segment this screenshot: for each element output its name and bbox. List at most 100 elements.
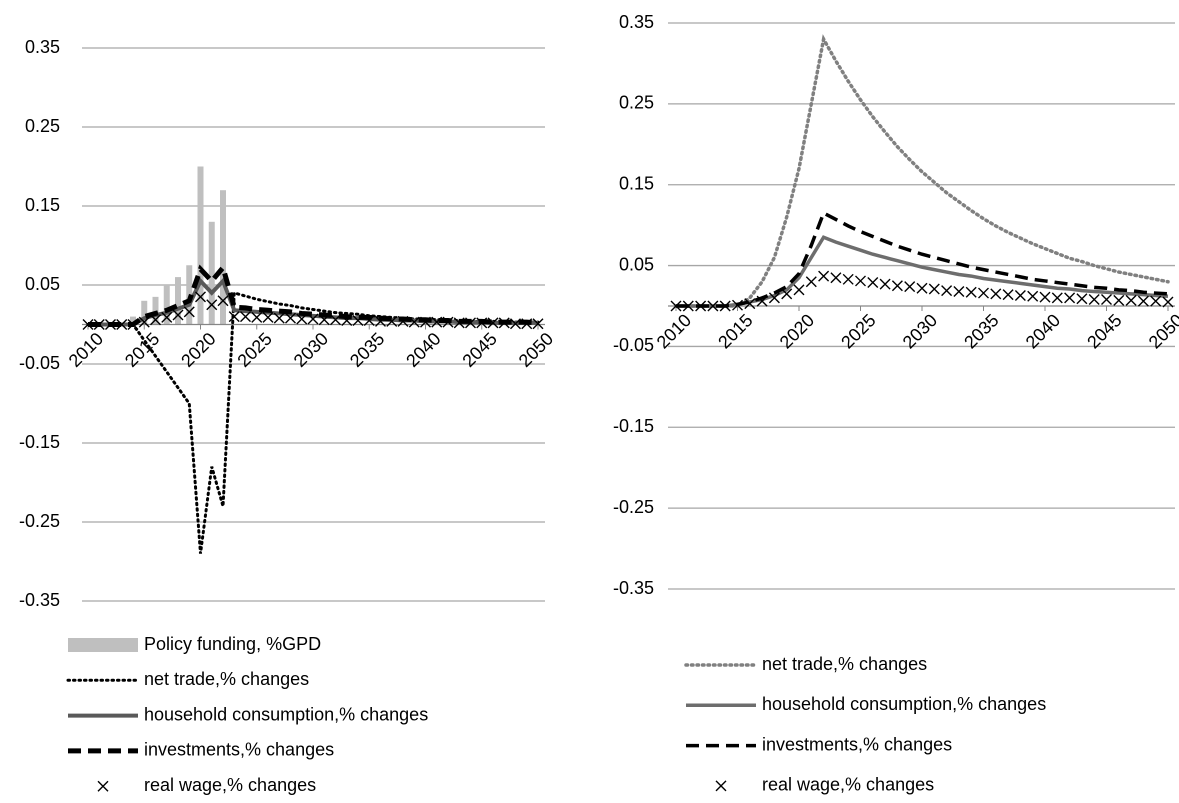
marker: [217, 295, 229, 307]
marker: [510, 318, 521, 330]
marker: [105, 319, 116, 330]
series-line: [676, 210, 1169, 308]
marker: [867, 277, 879, 289]
y-tick-label: 0.25: [25, 116, 60, 136]
marker: [732, 299, 743, 311]
marker: [1051, 292, 1063, 304]
y-tick-label: -0.25: [613, 497, 654, 517]
marker: [453, 317, 465, 329]
bar: [175, 277, 181, 325]
marker: [781, 288, 793, 300]
marker: [352, 315, 364, 327]
marker: [842, 273, 854, 285]
y-tick-label: 0.35: [25, 37, 60, 57]
marker: [879, 278, 891, 290]
series-line: [88, 262, 539, 327]
marker: [296, 313, 308, 325]
legend-label: investments,% changes: [144, 740, 334, 760]
bar: [208, 221, 215, 325]
marker: [341, 315, 353, 327]
marker: [682, 300, 694, 312]
marker: [240, 311, 251, 323]
legend-label: investments,% changes: [762, 734, 952, 754]
marker: [228, 311, 240, 323]
marker: [1076, 293, 1088, 305]
marker: [386, 315, 398, 327]
y-tick-label: 0.25: [619, 93, 654, 113]
legend-swatch: [97, 780, 109, 792]
legend-label: net trade,% changes: [144, 669, 309, 689]
marker: [285, 312, 296, 324]
marker: [150, 314, 161, 326]
marker: [928, 283, 940, 295]
marker: [768, 292, 780, 304]
series-line: [86, 290, 540, 554]
marker: [1101, 294, 1112, 306]
marker: [1064, 292, 1076, 304]
y-tick-label: -0.15: [613, 416, 654, 436]
marker: [408, 316, 420, 328]
marker: [744, 298, 756, 310]
marker: [476, 317, 488, 329]
y-tick-label: 0.35: [619, 12, 654, 32]
marker: [195, 291, 206, 303]
bar: [220, 190, 226, 325]
marker: [363, 315, 375, 327]
marker: [498, 317, 510, 329]
marker: [420, 316, 431, 328]
marker: [695, 300, 707, 312]
marker: [330, 314, 341, 326]
marker: [916, 282, 928, 294]
marker: [532, 318, 544, 330]
bar: [141, 300, 148, 325]
y-tick-label: 0.05: [619, 254, 654, 274]
series-line: [674, 34, 1170, 308]
marker: [82, 319, 94, 330]
marker: [206, 299, 218, 311]
marker: [172, 309, 184, 321]
legend-label: real wage,% changes: [762, 775, 934, 795]
marker: [1113, 294, 1125, 306]
y-tick-label: -0.05: [19, 353, 60, 373]
marker: [719, 300, 731, 312]
marker: [397, 315, 409, 327]
y-tick-label: -0.25: [19, 511, 60, 531]
y-tick-label: 0.15: [619, 173, 654, 193]
marker: [978, 287, 989, 299]
legend-label: household consumption,% changes: [762, 694, 1046, 714]
legend-label: household consumption,% changes: [144, 704, 428, 724]
marker: [1014, 289, 1026, 301]
marker: [1150, 295, 1162, 307]
marker: [465, 317, 476, 329]
chart: 0.350.250.150.05-0.05-0.15-0.25-0.352010…: [19, 37, 557, 795]
marker: [941, 285, 953, 297]
legend-swatch: [715, 780, 727, 792]
y-tick-label: 0.05: [25, 274, 60, 294]
chart: 0.350.250.150.05-0.05-0.15-0.25-0.352010…: [613, 12, 1179, 795]
marker: [93, 319, 105, 330]
bar: [163, 285, 170, 325]
marker: [431, 316, 443, 328]
marker: [830, 272, 842, 284]
marker: [138, 316, 150, 328]
marker: [251, 311, 263, 323]
marker: [442, 316, 454, 328]
marker: [756, 295, 768, 307]
marker: [855, 275, 866, 287]
marker: [953, 285, 965, 297]
y-tick-label: -0.15: [19, 432, 60, 452]
marker: [818, 270, 830, 282]
marker: [1137, 295, 1149, 307]
legend-label: net trade,% changes: [762, 654, 927, 674]
marker: [1088, 294, 1100, 306]
bar: [130, 316, 136, 325]
marker: [707, 300, 719, 312]
marker: [1039, 291, 1051, 303]
marker: [1125, 294, 1137, 306]
marker: [262, 311, 274, 323]
marker: [521, 318, 533, 330]
legend-label: real wage,% changes: [144, 775, 316, 795]
marker: [670, 300, 682, 312]
